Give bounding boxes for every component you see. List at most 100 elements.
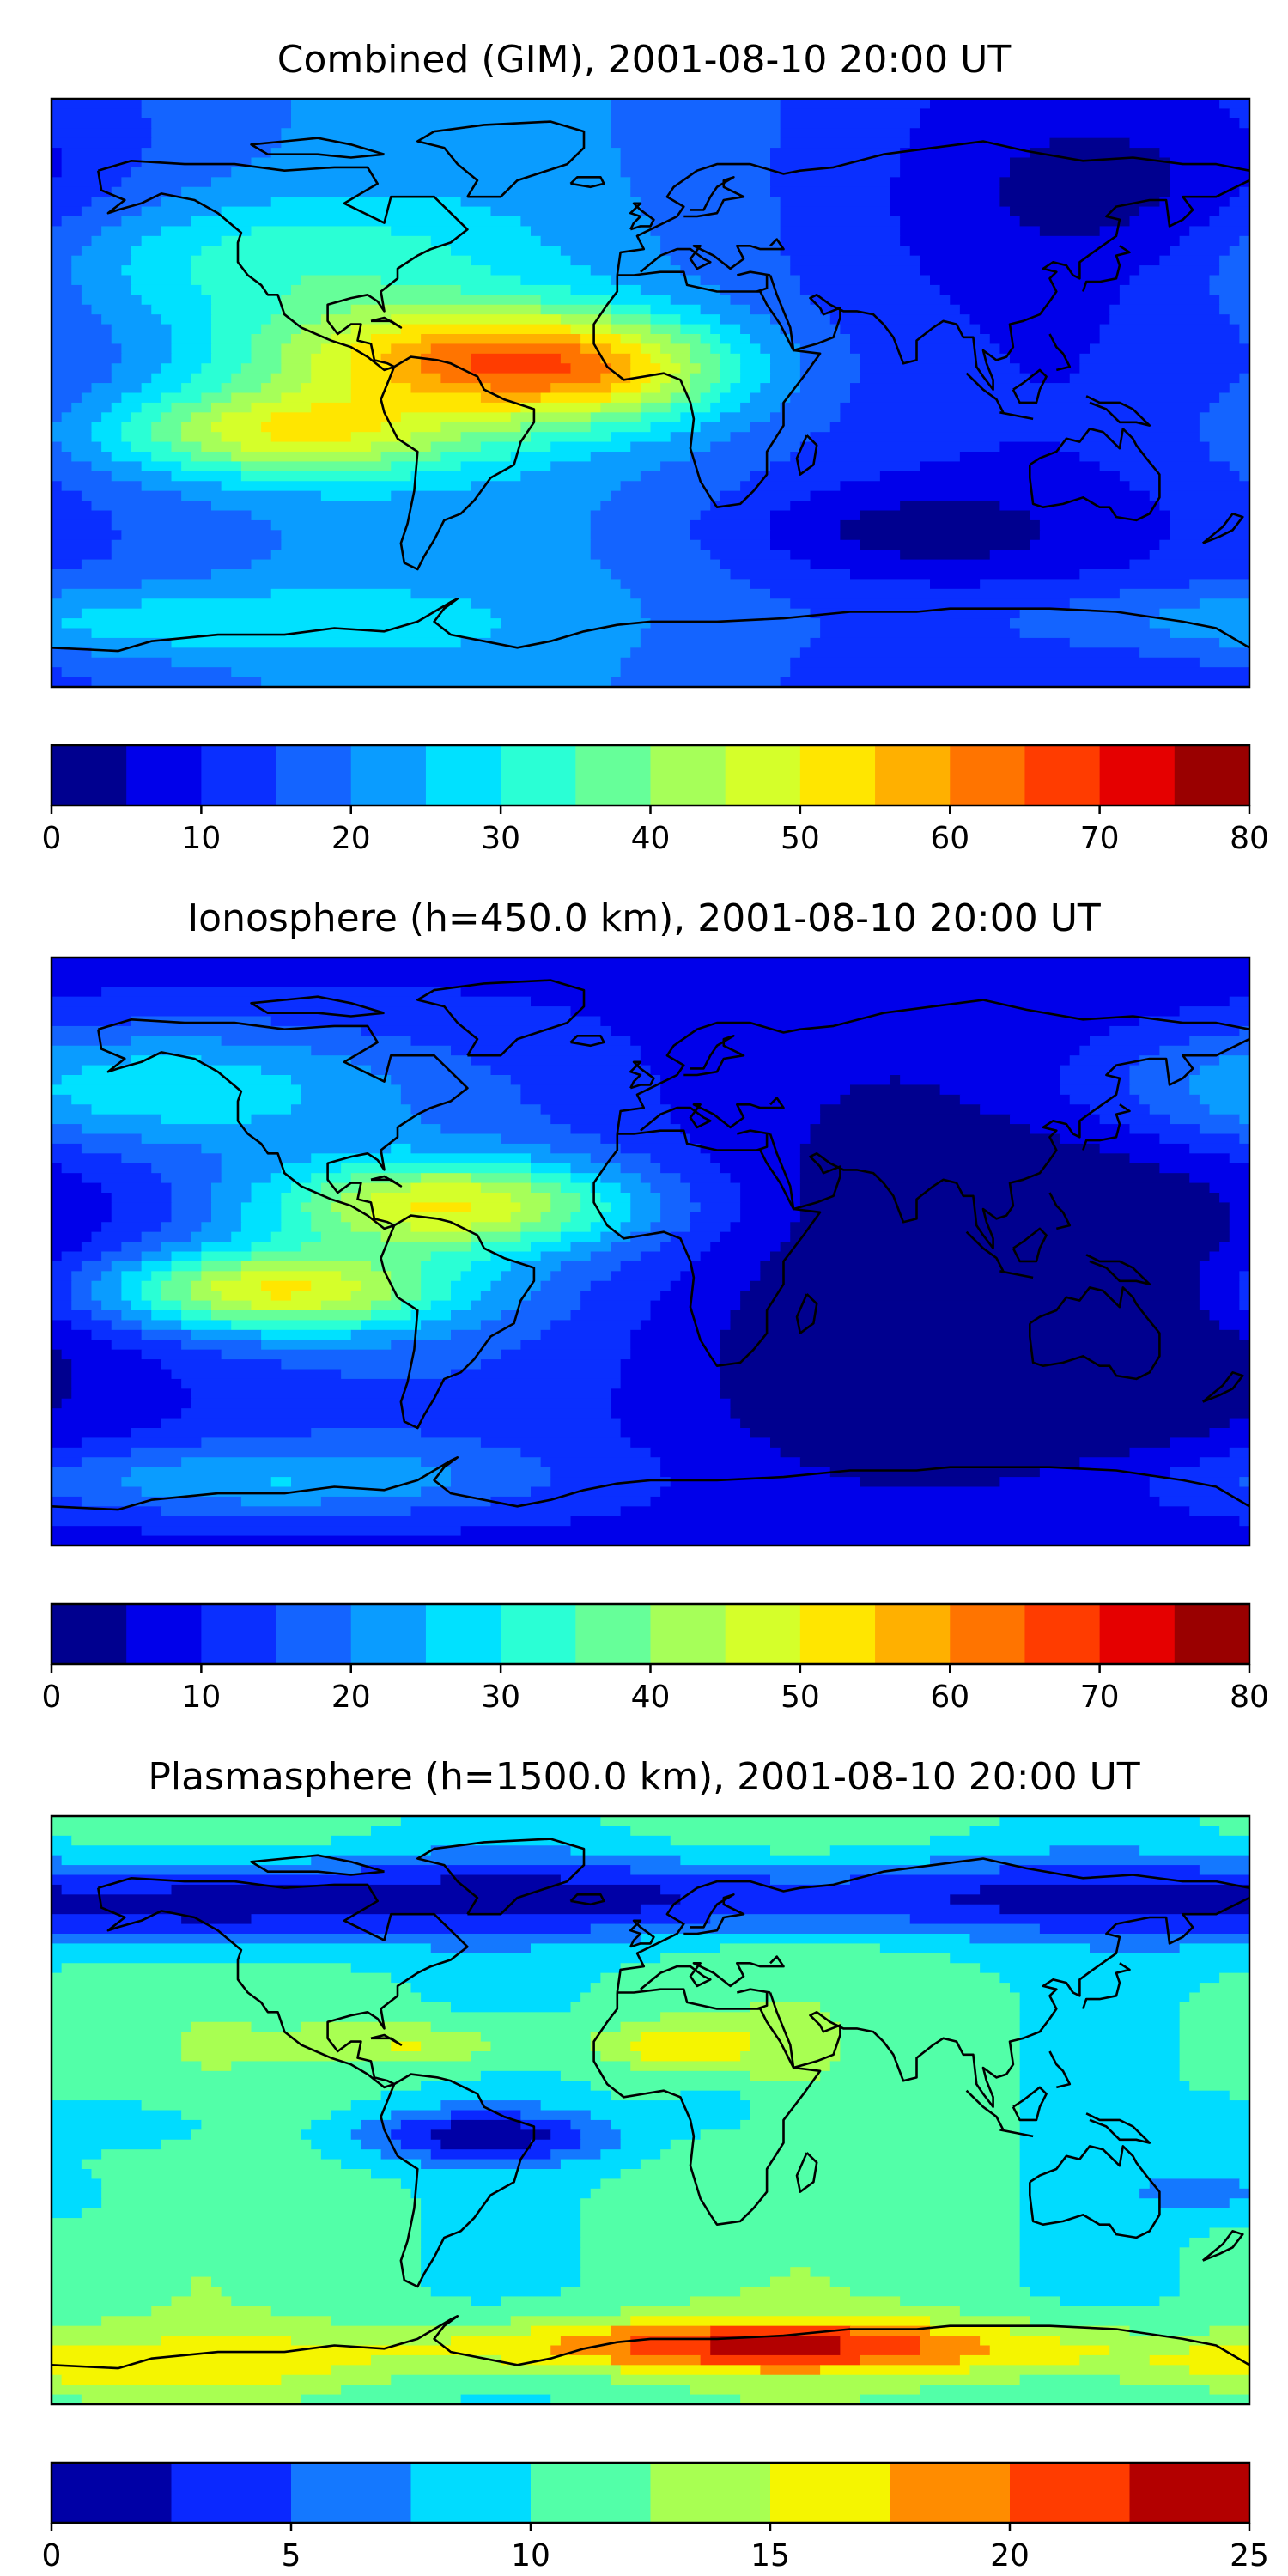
field-cell: [860, 2394, 1250, 2405]
field-cell: [840, 519, 1041, 532]
field-cell: [331, 2110, 392, 2121]
field-cell: [131, 255, 192, 266]
field-cell: [251, 1242, 302, 1253]
field-cell: [1129, 1153, 1230, 1164]
field-cell: [391, 343, 432, 355]
field-cell: [999, 177, 1170, 188]
field-cell: [660, 1291, 741, 1302]
field-cell: [650, 324, 682, 335]
field-cell: [350, 324, 402, 335]
field-cell: [1019, 2169, 1250, 2180]
field-cell: [670, 295, 732, 306]
field-cell: [261, 1340, 392, 1351]
field-cell: [611, 275, 702, 286]
field-cell: [680, 1855, 931, 1866]
field-cell: [1219, 637, 1250, 649]
field-cell: [740, 353, 771, 365]
field-cell: [630, 1231, 671, 1242]
field-cell: [291, 1075, 392, 1086]
field-cell: [570, 1242, 611, 1253]
field-cell: [1129, 1447, 1230, 1459]
field-cell: [1159, 1163, 1250, 1174]
field-cell: [501, 1133, 602, 1145]
field-cell: [611, 1202, 632, 1213]
field-cell: [240, 1222, 283, 1233]
field-cell: [501, 1310, 572, 1321]
field-cell: [161, 314, 212, 325]
field-cell: [141, 99, 292, 110]
field-cell: [141, 206, 222, 217]
field-cell: [1129, 559, 1250, 570]
field-cell: [52, 295, 82, 306]
field-cell: [151, 1163, 222, 1174]
field-cell: [600, 1231, 632, 1242]
field-cell: [620, 1506, 1191, 1517]
field-cell: [1019, 2257, 1181, 2268]
field-cell: [71, 1094, 302, 1106]
field-cell: [101, 1251, 143, 1262]
field-cell: [799, 383, 851, 394]
field-cell: [81, 2159, 342, 2170]
field-cell: [52, 2100, 143, 2111]
field-cell: [580, 2267, 792, 2278]
field-cell: [799, 1153, 1131, 1164]
field-cell: [531, 226, 652, 237]
field-cell: [221, 206, 492, 217]
field-cell: [640, 412, 682, 423]
field-cell: [750, 471, 881, 483]
field-cell: [101, 1182, 173, 1194]
field-cell: [720, 1163, 801, 1174]
field-cell: [820, 2002, 1021, 2014]
field-cell: [52, 1418, 162, 1429]
field-cell: [1199, 1865, 1250, 1876]
coastline: [380, 2073, 536, 2288]
field-cell: [540, 1212, 572, 1224]
field-cell: [52, 2385, 342, 2396]
field-cell: [350, 1055, 472, 1066]
field-cell: [301, 383, 352, 394]
colorbar: 0 10 20 30 40 50 60 70 80: [42, 1602, 1269, 1715]
field-cell: [630, 2041, 751, 2052]
field-cell: [1189, 1075, 1250, 1086]
field-cell: [201, 1055, 352, 1066]
field-cell: [91, 422, 123, 433]
field-cell: [1149, 2354, 1250, 2366]
coastline: [250, 137, 385, 159]
field-cell: [630, 1193, 661, 1204]
colorbar-tick-label: 70: [1080, 821, 1120, 856]
field-cell: [1019, 2119, 1250, 2131]
field-cell: [371, 1065, 492, 1076]
field-cell: [1060, 1065, 1131, 1076]
field-cell: [999, 1972, 1220, 1984]
coastline: [736, 1129, 771, 1135]
field-cell: [860, 2354, 961, 2366]
field-cell: [799, 441, 1001, 453]
field-cell: [630, 1826, 971, 1837]
coastline: [999, 411, 1034, 421]
field-cell: [770, 373, 801, 384]
field-cell: [371, 1310, 412, 1321]
field-cell: [151, 118, 292, 130]
field-cell: [281, 304, 352, 315]
field-cell: [471, 1222, 522, 1233]
field-cell: [61, 481, 143, 492]
field-cell: [161, 1222, 203, 1233]
field-cell: [1090, 1943, 1181, 1954]
field-cell: [620, 1163, 661, 1174]
field-cell: [1229, 108, 1250, 119]
field-cell: [1219, 265, 1250, 276]
colorbar-segment: [1099, 1604, 1176, 1664]
field-cell: [1159, 255, 1220, 266]
field-cell: [1149, 490, 1250, 501]
field-cell: [111, 373, 153, 384]
field-cell: [590, 519, 691, 532]
field-cell: [770, 1437, 1170, 1449]
field-cell: [291, 108, 611, 119]
field-cell: [999, 186, 1170, 197]
field-cell: [231, 1320, 362, 1331]
field-cell: [1019, 2267, 1181, 2278]
field-cell: [52, 284, 82, 296]
field-cell: [421, 2247, 581, 2258]
colorbar-segment: [575, 745, 651, 805]
field-cell: [311, 363, 352, 374]
